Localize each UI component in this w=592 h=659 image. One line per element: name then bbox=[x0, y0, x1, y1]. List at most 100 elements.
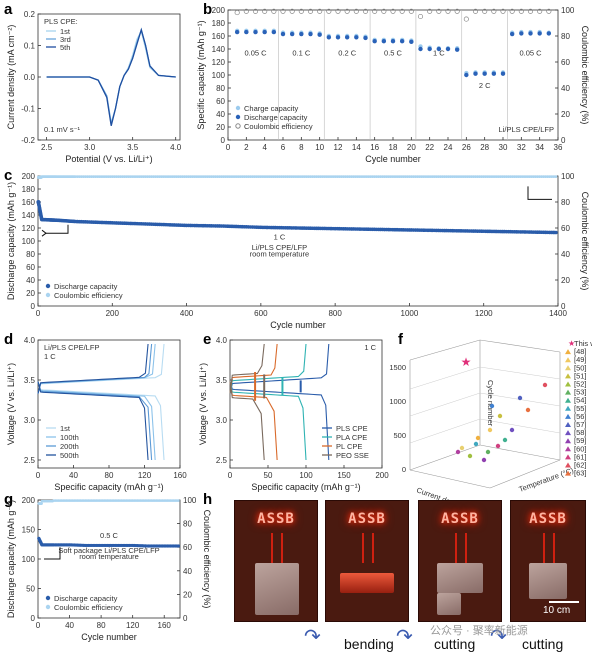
ce-point bbox=[141, 175, 145, 179]
discharge-point bbox=[262, 29, 267, 35]
ce-point bbox=[308, 175, 312, 179]
legend-entry: 5th bbox=[60, 43, 70, 52]
discharge-point bbox=[176, 544, 181, 548]
y-axis-label: Discharge capacity (mAh g⁻¹) bbox=[6, 500, 16, 618]
y2-tick-label: 20 bbox=[561, 110, 570, 119]
y-tick-label: 3.5 bbox=[216, 376, 228, 385]
legend-triangle-icon bbox=[565, 365, 571, 371]
legend-entry: PEO SSE bbox=[336, 451, 369, 460]
ce-point bbox=[247, 175, 250, 179]
y-tick-label: -0.1 bbox=[21, 105, 35, 114]
discharge-point bbox=[354, 35, 359, 40]
ce-point bbox=[296, 175, 300, 179]
y-axis-label: Current density (mA cm⁻²) bbox=[6, 25, 16, 130]
right-axis-arrow bbox=[527, 186, 552, 200]
panel-h-photo-1: ASSB bbox=[234, 500, 318, 622]
ce-point bbox=[491, 8, 497, 14]
legend-entry: [53] bbox=[574, 388, 587, 397]
ce-point bbox=[533, 175, 537, 179]
y2-axis-label: Coulombic efficiency (%) bbox=[580, 192, 590, 291]
ce-point bbox=[319, 175, 323, 179]
ce-point bbox=[290, 175, 294, 179]
y-tick-label: 60 bbox=[26, 263, 35, 272]
ce-point bbox=[286, 175, 290, 179]
ce-point bbox=[377, 175, 380, 179]
y2-tick-label: 80 bbox=[561, 32, 570, 41]
ce-point bbox=[412, 175, 415, 179]
ce-point bbox=[445, 8, 451, 14]
ce-point bbox=[550, 175, 554, 179]
ce-point bbox=[181, 175, 184, 179]
legend-entry: [55] bbox=[574, 404, 587, 413]
discharge-point bbox=[399, 39, 405, 44]
ce-point bbox=[436, 175, 440, 179]
x-tick-label: 12 bbox=[334, 143, 343, 152]
x-axis-label: Cycle number bbox=[365, 154, 421, 164]
ce-point bbox=[507, 175, 510, 179]
x-axis-label: Specific capacity (mAh g⁻¹) bbox=[251, 482, 360, 492]
ce-point bbox=[302, 175, 306, 179]
cell-label: Li/PLS CPE/LFP bbox=[252, 243, 307, 252]
literature-point bbox=[525, 407, 531, 413]
literature-point bbox=[459, 445, 465, 451]
ce-point bbox=[546, 8, 552, 14]
y2-tick-label: 100 bbox=[561, 6, 575, 15]
ce-point bbox=[438, 175, 442, 179]
ce-point bbox=[527, 8, 534, 14]
ce-point bbox=[463, 16, 469, 22]
legend-entry: Coulombic efficiency bbox=[54, 291, 123, 300]
ce-point bbox=[360, 175, 364, 179]
ce-point bbox=[417, 13, 424, 20]
ce-point bbox=[399, 8, 405, 14]
ce-point bbox=[511, 175, 515, 179]
panel-h-photo-2: ASSB bbox=[325, 500, 409, 622]
literature-point bbox=[497, 413, 503, 419]
ce-point bbox=[104, 175, 108, 179]
x-tick-label: 100 bbox=[299, 471, 313, 480]
axis-edge bbox=[479, 444, 561, 461]
ce-point bbox=[106, 175, 110, 179]
ce-point bbox=[535, 175, 539, 179]
x-tick-label: 30 bbox=[499, 143, 508, 152]
ce-point bbox=[364, 175, 368, 179]
ce-point bbox=[183, 175, 186, 179]
ce-point bbox=[207, 175, 211, 179]
ce-point bbox=[242, 175, 246, 179]
ce-point bbox=[436, 8, 442, 14]
discharge-point bbox=[500, 71, 506, 76]
x-axis-label: Specific capacity (mAh g⁻¹) bbox=[54, 482, 163, 492]
y-axis-label: Discharge capacity (mAh g⁻¹) bbox=[6, 182, 16, 300]
discharge-point bbox=[289, 31, 295, 37]
y-tick-label: 0 bbox=[31, 302, 36, 311]
ce-point bbox=[531, 175, 535, 179]
legend-entry: [51] bbox=[574, 371, 587, 380]
literature-point bbox=[542, 382, 548, 388]
ce-point bbox=[189, 175, 193, 179]
x-axis-label: Potential (V vs. Li/Li⁺) bbox=[65, 154, 152, 164]
ce-point bbox=[112, 175, 116, 179]
ce-point bbox=[148, 175, 151, 179]
y2-tick-label: 80 bbox=[183, 520, 192, 529]
legend-entry: [59] bbox=[574, 436, 587, 445]
ce-point bbox=[424, 175, 428, 179]
x-tick-label: 34 bbox=[535, 143, 544, 152]
discharge-point bbox=[546, 31, 552, 36]
x-tick-label: 40 bbox=[69, 471, 78, 480]
ce-point bbox=[232, 175, 236, 179]
ce-point bbox=[527, 175, 531, 179]
ce-point bbox=[170, 175, 174, 179]
y2-tick-label: 0 bbox=[561, 136, 566, 145]
charge-curve-PEO SSE bbox=[229, 343, 265, 394]
ce-point bbox=[381, 175, 385, 179]
ce-point bbox=[288, 175, 292, 179]
ce-point bbox=[311, 175, 314, 179]
ce-point bbox=[542, 175, 545, 179]
legend-triangle-icon bbox=[565, 397, 571, 403]
ce-point bbox=[77, 175, 81, 179]
legend-entry: [62] bbox=[574, 461, 587, 470]
ce-point bbox=[401, 175, 405, 179]
x-axis-label: Cycle number bbox=[270, 320, 326, 330]
left-axis-arrow bbox=[44, 547, 61, 560]
ce-point bbox=[453, 175, 457, 179]
